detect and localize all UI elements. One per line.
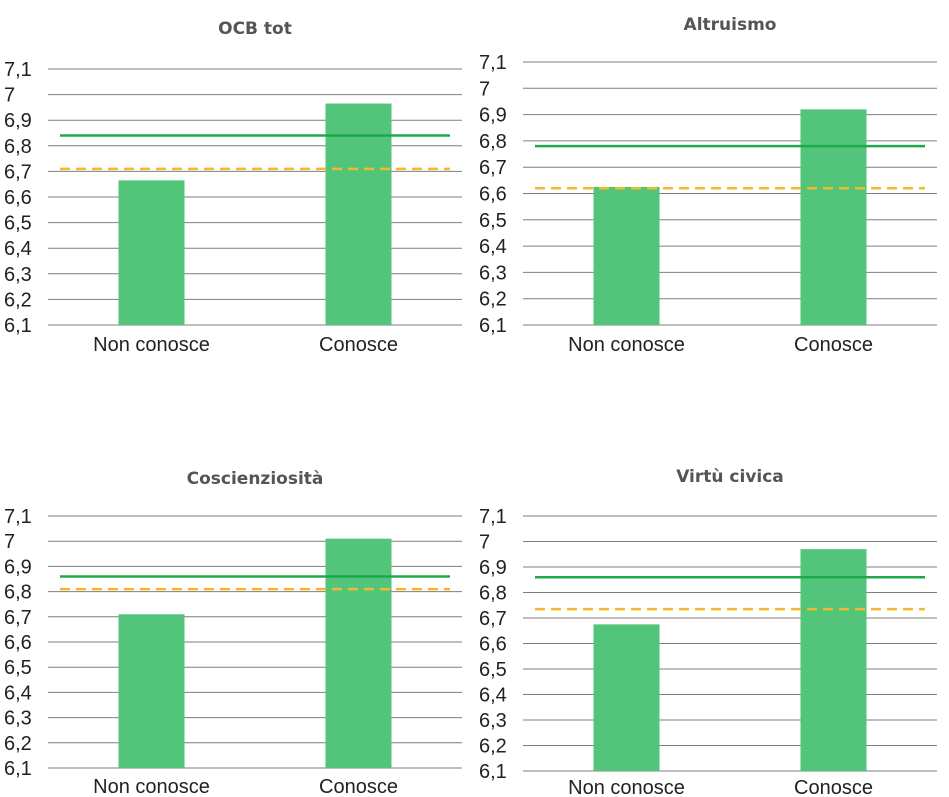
category-label: Non conosce xyxy=(568,777,685,797)
y-tick-label: 6,3 xyxy=(479,262,507,284)
category-label: Non conosce xyxy=(568,334,685,356)
y-tick-label: 6,9 xyxy=(479,105,507,127)
chart-title: Coscienziosità xyxy=(187,469,324,489)
chart-title: Virtù civica xyxy=(676,467,784,487)
bar xyxy=(325,538,392,768)
y-tick-label: 6,9 xyxy=(4,110,32,132)
y-tick-label: 7 xyxy=(479,532,490,554)
chart-altruismo: Altruismo 6,1 6,2 6,3 6,4 6,5 6,6 6,7 6,8 6,9 7 7,1… xyxy=(475,0,949,398)
chart-virtu-civica-svg: Virtù civica 6,1 6,2 6,3 6,4 6,5 6,6 6,7 6,8 6,9 7… xyxy=(479,467,937,797)
y-tick-label: 6,8 xyxy=(479,131,507,153)
y-tick-label: 6,5 xyxy=(479,659,507,681)
y-tick-label: 6,2 xyxy=(4,289,32,311)
y-tick-label: 6,7 xyxy=(479,608,507,630)
chart-ocb-tot: OCB tot 6,1 6,2 6,3 6,4 6,5 6,6 6,7 6,8 6,9 7 7,1 No… xyxy=(0,0,474,398)
y-tick-label: 6,6 xyxy=(479,634,507,656)
y-tick-label: 6,1 xyxy=(479,761,507,783)
y-tick-label: 6,6 xyxy=(479,184,507,206)
chart-ocb-tot-svg: OCB tot 6,1 6,2 6,3 6,4 6,5 6,6 6,7 6,8 6,9 7 7,1 No… xyxy=(4,19,462,356)
y-tick-label: 6,7 xyxy=(479,157,507,179)
y-tick-label: 7,1 xyxy=(479,506,507,528)
bar xyxy=(325,103,392,325)
y-tick-label: 7 xyxy=(4,85,15,107)
chart-title: OCB tot xyxy=(218,19,292,39)
y-tick-label: 6,3 xyxy=(479,710,507,732)
y-tick-label: 6,6 xyxy=(4,632,32,654)
y-tick-label: 6,5 xyxy=(4,657,32,679)
chart-altruismo-svg: Altruismo 6,1 6,2 6,3 6,4 6,5 6,6 6,7 6,8 6,9 7 7,1… xyxy=(479,15,937,356)
chart-virtu-civica: Virtù civica 6,1 6,2 6,3 6,4 6,5 6,6 6,7 6,8 6,9 7… xyxy=(475,399,949,797)
category-label: Conosce xyxy=(319,776,398,797)
y-tick-label: 7,1 xyxy=(479,52,507,74)
y-tick-label: 6,5 xyxy=(479,210,507,232)
y-tick-label: 6,7 xyxy=(4,607,32,629)
y-tick-label: 7 xyxy=(4,531,15,553)
y-tick-label: 7,1 xyxy=(4,59,32,81)
bar xyxy=(800,109,867,325)
chart-coscienziosita: Coscienziosità 6,1 6,2 6,3 6,4 6,5 6,6 6,7 6,8 6,… xyxy=(0,399,474,797)
y-tick-label: 6,1 xyxy=(479,315,507,337)
chart-title: Altruismo xyxy=(684,15,777,35)
y-tick-label: 6,4 xyxy=(4,682,32,704)
bar xyxy=(593,186,660,325)
y-tick-label: 6,9 xyxy=(479,557,507,579)
y-tick-label: 6,2 xyxy=(479,289,507,311)
y-tick-label: 6,7 xyxy=(4,161,32,183)
y-tick-label: 7 xyxy=(479,78,490,100)
y-tick-label: 6,1 xyxy=(4,758,32,780)
category-label: Conosce xyxy=(319,334,398,356)
y-tick-label: 6,5 xyxy=(4,213,32,235)
y-tick-label: 6,9 xyxy=(4,556,32,578)
y-tick-label: 6,6 xyxy=(4,187,32,209)
y-tick-label: 6,4 xyxy=(4,238,32,260)
bar xyxy=(118,180,185,325)
y-tick-label: 6,3 xyxy=(4,708,32,730)
y-tick-label: 6,2 xyxy=(479,736,507,758)
y-tick-label: 7,1 xyxy=(4,506,32,528)
y-tick-label: 6,2 xyxy=(4,733,32,755)
category-label: Conosce xyxy=(794,334,873,356)
y-tick-label: 6,3 xyxy=(4,264,32,286)
y-tick-label: 6,8 xyxy=(479,583,507,605)
bar xyxy=(118,614,185,768)
category-label: Non conosce xyxy=(93,334,210,356)
bar xyxy=(593,624,660,771)
category-label: Non conosce xyxy=(93,776,210,797)
y-tick-label: 6,4 xyxy=(479,236,507,258)
y-tick-label: 6,1 xyxy=(4,315,32,337)
y-tick-label: 6,8 xyxy=(4,582,32,604)
y-tick-label: 6,4 xyxy=(479,685,507,707)
y-tick-label: 6,8 xyxy=(4,136,32,158)
chart-coscienziosita-svg: Coscienziosità 6,1 6,2 6,3 6,4 6,5 6,6 6,7 6,8 6,… xyxy=(4,469,462,797)
category-label: Conosce xyxy=(794,777,873,797)
bar xyxy=(800,549,867,771)
